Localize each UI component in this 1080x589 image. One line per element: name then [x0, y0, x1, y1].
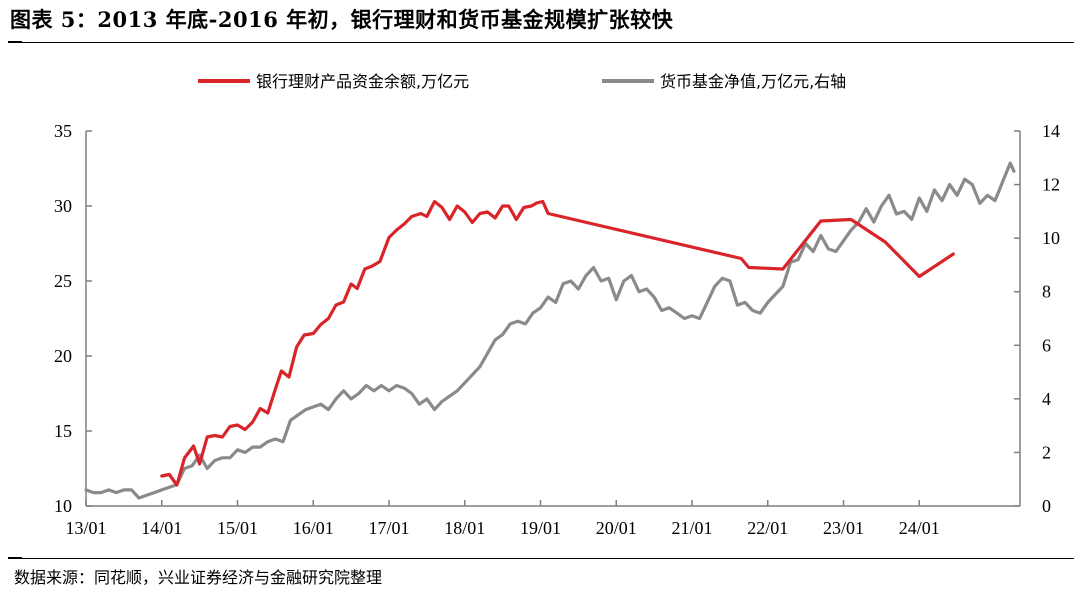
y-tick-label-right: 4: [1042, 389, 1051, 409]
legend: 银行理财产品资金余额,万亿元 货币基金净值,万亿元,右轴: [198, 72, 846, 91]
x-tick-label: 13/01: [65, 518, 106, 538]
chart-title: 图表 5：2013 年底-2016 年初，银行理财和货币基金规模扩张较快: [10, 7, 674, 32]
x-tick-label: 21/01: [671, 518, 712, 538]
y-tick-label-left: 30: [54, 196, 72, 216]
y-tick-label-right: 2: [1042, 442, 1051, 462]
y-tick-label-left: 25: [54, 271, 72, 291]
x-tick-label: 20/01: [596, 518, 637, 538]
x-tick-label: 23/01: [823, 518, 864, 538]
y-tick-label-left: 15: [54, 421, 72, 441]
title-rule: [8, 41, 1074, 43]
y-tick-label-left: 35: [54, 121, 72, 141]
y-tick-label-right: 10: [1042, 228, 1060, 248]
source-note: 数据来源：同花顺，兴业证券经济与金融研究院整理: [14, 568, 383, 587]
y-tick-label-right: 14: [1042, 121, 1060, 141]
x-tick-label: 19/01: [520, 518, 561, 538]
y-tick-label-right: 6: [1042, 335, 1051, 355]
x-tick-label: 18/01: [444, 518, 485, 538]
y-tick-label-right: 0: [1042, 496, 1051, 516]
y-tick-label-left: 10: [54, 496, 72, 516]
x-tick-label: 14/01: [141, 518, 182, 538]
legend-item-bank-wmp-label: 银行理财产品资金余额,万亿元: [256, 72, 469, 91]
series-line-money-fund: [84, 161, 1016, 500]
y-tick-label-left: 20: [54, 346, 72, 366]
x-tick-label: 16/01: [293, 518, 334, 538]
x-tick-label: 15/01: [217, 518, 258, 538]
y-tick-label-right: 8: [1042, 282, 1051, 302]
x-tick-label: 17/01: [368, 518, 409, 538]
legend-item-money-fund-label: 货币基金净值,万亿元,右轴: [660, 72, 846, 91]
y-tick-label-right: 12: [1042, 175, 1060, 195]
axes: 10 15 20 25 30 35 0 2 4 6 8 10 12 14 13/01 14/01 15/01 16…: [54, 121, 1060, 538]
source-rule: [8, 557, 1074, 559]
x-tick-label: 24/01: [899, 518, 940, 538]
x-tick-label: 22/01: [747, 518, 788, 538]
series-layer: [84, 161, 1016, 500]
series-line-bank-wmp: [160, 199, 955, 487]
